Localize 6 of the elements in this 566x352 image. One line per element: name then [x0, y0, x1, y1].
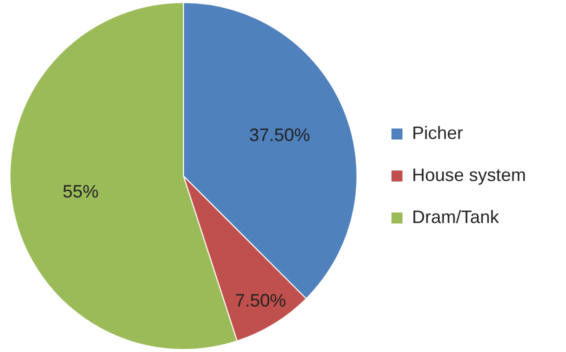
- legend-label: Dram/Tank: [412, 206, 500, 227]
- data-label: 37.50%: [249, 125, 310, 146]
- data-label: 55%: [62, 181, 99, 202]
- legend-label: Picher: [412, 122, 463, 143]
- data-label: 7.50%: [235, 290, 286, 311]
- legend-label: House system: [412, 164, 526, 185]
